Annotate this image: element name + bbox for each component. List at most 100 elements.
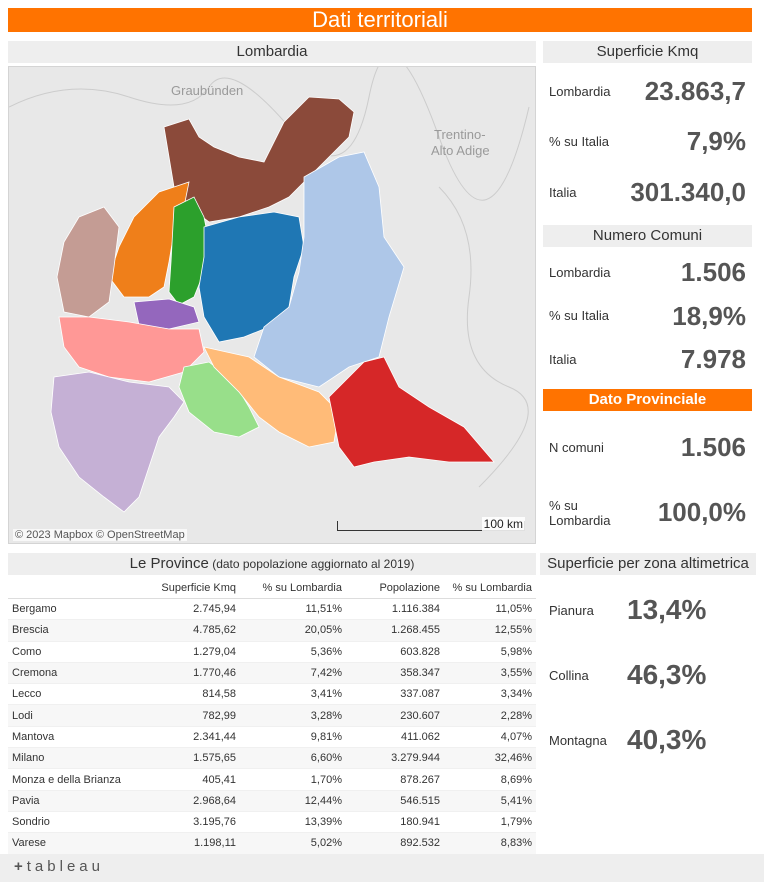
table-cell: 5,41% [444, 790, 536, 812]
table-cell: 3.279.944 [346, 747, 444, 770]
table-cell: 1.268.455 [346, 619, 444, 642]
map-attribution[interactable]: © 2023 Mapbox © OpenStreetMap [13, 529, 187, 541]
table-cell: 878.267 [346, 768, 444, 791]
map-label-alto-adige: Alto Adige [431, 143, 490, 158]
comuni-lombardia-label: Lombardia [549, 265, 611, 280]
table-row[interactable]: Lodi 782,99 3,28% 230.607 2,28% [8, 704, 536, 727]
table-cell: 6,60% [240, 747, 346, 770]
col-header[interactable]: % su Lombardia [240, 578, 346, 599]
altimetrica-header: Superficie per zona altimetrica [540, 553, 756, 575]
province-name-cell: Milano [8, 747, 134, 770]
province-name-cell: Brescia [8, 619, 134, 642]
table-header-row: Superficie Kmq % su Lombardia Popolazion… [8, 578, 536, 599]
table-row[interactable]: Lecco 814,58 3,41% 337.087 3,34% [8, 683, 536, 706]
table-cell: 3,41% [240, 683, 346, 706]
province-name-cell: Sondrio [8, 811, 134, 834]
table-cell: 9,81% [240, 726, 346, 749]
superficie-lombardia-value: 23.863,7 [644, 76, 746, 106]
table-cell: 337.087 [346, 683, 444, 706]
table-cell: 13,39% [240, 811, 346, 834]
map-canvas[interactable] [9, 67, 536, 544]
table-cell: 603.828 [346, 641, 444, 663]
col-header[interactable]: % su Lombardia [444, 578, 536, 599]
province-sondrio[interactable] [163, 96, 355, 223]
table-cell: 546.515 [346, 790, 444, 812]
province-name-cell: Lecco [8, 683, 134, 706]
province-brescia[interactable] [253, 151, 405, 388]
province-cremona[interactable] [203, 346, 340, 448]
province-name-cell: Pavia [8, 790, 134, 812]
table-cell: 32,46% [444, 747, 536, 770]
col-header[interactable]: Superficie Kmq [134, 578, 240, 599]
collina-label: Collina [549, 668, 589, 683]
table-cell: 2.968,64 [134, 790, 240, 812]
tableau-logo-icon: + [14, 858, 23, 875]
provinciale-pct-label-2: Lombardia [549, 513, 611, 528]
table-row[interactable]: Bergamo 2.745,94 11,51% 1.116.384 11,05% [8, 598, 536, 621]
table-cell: 1.279,04 [134, 641, 240, 663]
table-cell: 4.785,62 [134, 619, 240, 642]
comuni-italia-value: 7.978 [680, 344, 746, 374]
table-cell: 3.195,76 [134, 811, 240, 834]
superficie-header: Superficie Kmq [543, 41, 752, 63]
table-cell: 5,02% [240, 832, 346, 855]
comuni-italia-label: Italia [549, 352, 577, 367]
table-cell: 814,58 [134, 683, 240, 706]
border-line [438, 186, 529, 488]
comuni-header: Numero Comuni [543, 225, 752, 247]
table-cell: 11,51% [240, 598, 346, 621]
table-cell: 358.347 [346, 662, 444, 685]
comuni-pct-label: % su Italia [549, 308, 609, 323]
montagna-label: Montagna [549, 733, 607, 748]
table-cell: 2,28% [444, 704, 536, 727]
table-cell: 1.770,46 [134, 662, 240, 685]
province-name-cell: Lodi [8, 704, 134, 727]
table-cell: 2.341,44 [134, 726, 240, 749]
province-header: Le Province (dato popolazione aggiornato… [8, 553, 536, 575]
province-lecco[interactable] [168, 196, 210, 306]
dashboard-title: Dati territoriali [8, 8, 752, 32]
table-row[interactable]: Como 1.279,04 5,36% 603.828 5,98% [8, 641, 536, 663]
superficie-pct-value: 7,9% [686, 126, 746, 156]
table-cell: 3,28% [240, 704, 346, 727]
table-row[interactable]: Brescia 4.785,62 20,05% 1.268.455 12,55% [8, 619, 536, 642]
province-milano[interactable] [58, 316, 205, 383]
province-subtitle: (dato popolazione aggiornato al 2019) [208, 557, 415, 571]
table-row[interactable]: Milano 1.575,65 6,60% 3.279.944 32,46% [8, 747, 536, 770]
province-name-cell: Como [8, 641, 134, 663]
lombardia-map[interactable]: Graubünden Trentino- Alto Adige © 2023 M… [8, 66, 536, 544]
province-mantova[interactable] [328, 356, 495, 468]
pianura-value: 13,4% [627, 594, 707, 625]
table-cell: 1.575,65 [134, 747, 240, 770]
table-cell: 782,99 [134, 704, 240, 727]
table-row[interactable]: Mantova 2.341,44 9,81% 411.062 4,07% [8, 726, 536, 749]
table-cell: 8,83% [444, 832, 536, 855]
tableau-logo-text: tableau [26, 858, 104, 875]
superficie-italia-value: 301.340,0 [630, 177, 746, 207]
table-cell: 7,42% [240, 662, 346, 685]
col-header[interactable]: Popolazione [346, 578, 444, 599]
provinciale-header: Dato Provinciale [543, 389, 752, 411]
table-row[interactable]: Varese 1.198,11 5,02% 892.532 8,83% [8, 832, 536, 855]
province-pavia[interactable] [50, 371, 185, 513]
table-row[interactable]: Cremona 1.770,46 7,42% 358.347 3,55% [8, 662, 536, 685]
table-cell: 411.062 [346, 726, 444, 749]
table-cell: 1.198,11 [134, 832, 240, 855]
comuni-pct-value: 18,9% [672, 301, 746, 331]
table-cell: 5,36% [240, 641, 346, 663]
tableau-logo[interactable]: + tableau [14, 858, 104, 875]
table-cell: 2.745,94 [134, 598, 240, 621]
map-scale-label: 100 km [481, 517, 525, 531]
col-header [8, 578, 134, 599]
superficie-pct-label: % su Italia [549, 134, 609, 149]
province-name-cell: Bergamo [8, 598, 134, 621]
table-row[interactable]: Sondrio 3.195,76 13,39% 180.941 1,79% [8, 811, 536, 834]
province-varese[interactable] [56, 206, 120, 318]
table-row[interactable]: Monza e della Brianza 405,41 1,70% 878.267 8… [8, 768, 536, 791]
province-title: Le Province [129, 555, 209, 572]
collina-value: 46,3% [627, 659, 707, 690]
table-cell: 12,44% [240, 790, 346, 812]
provinciale-comuni-value: 1.506 [680, 432, 746, 462]
table-row[interactable]: Pavia 2.968,64 12,44% 546.515 5,41% [8, 790, 536, 812]
provinciale-pct-value: 100,0% [657, 497, 746, 527]
